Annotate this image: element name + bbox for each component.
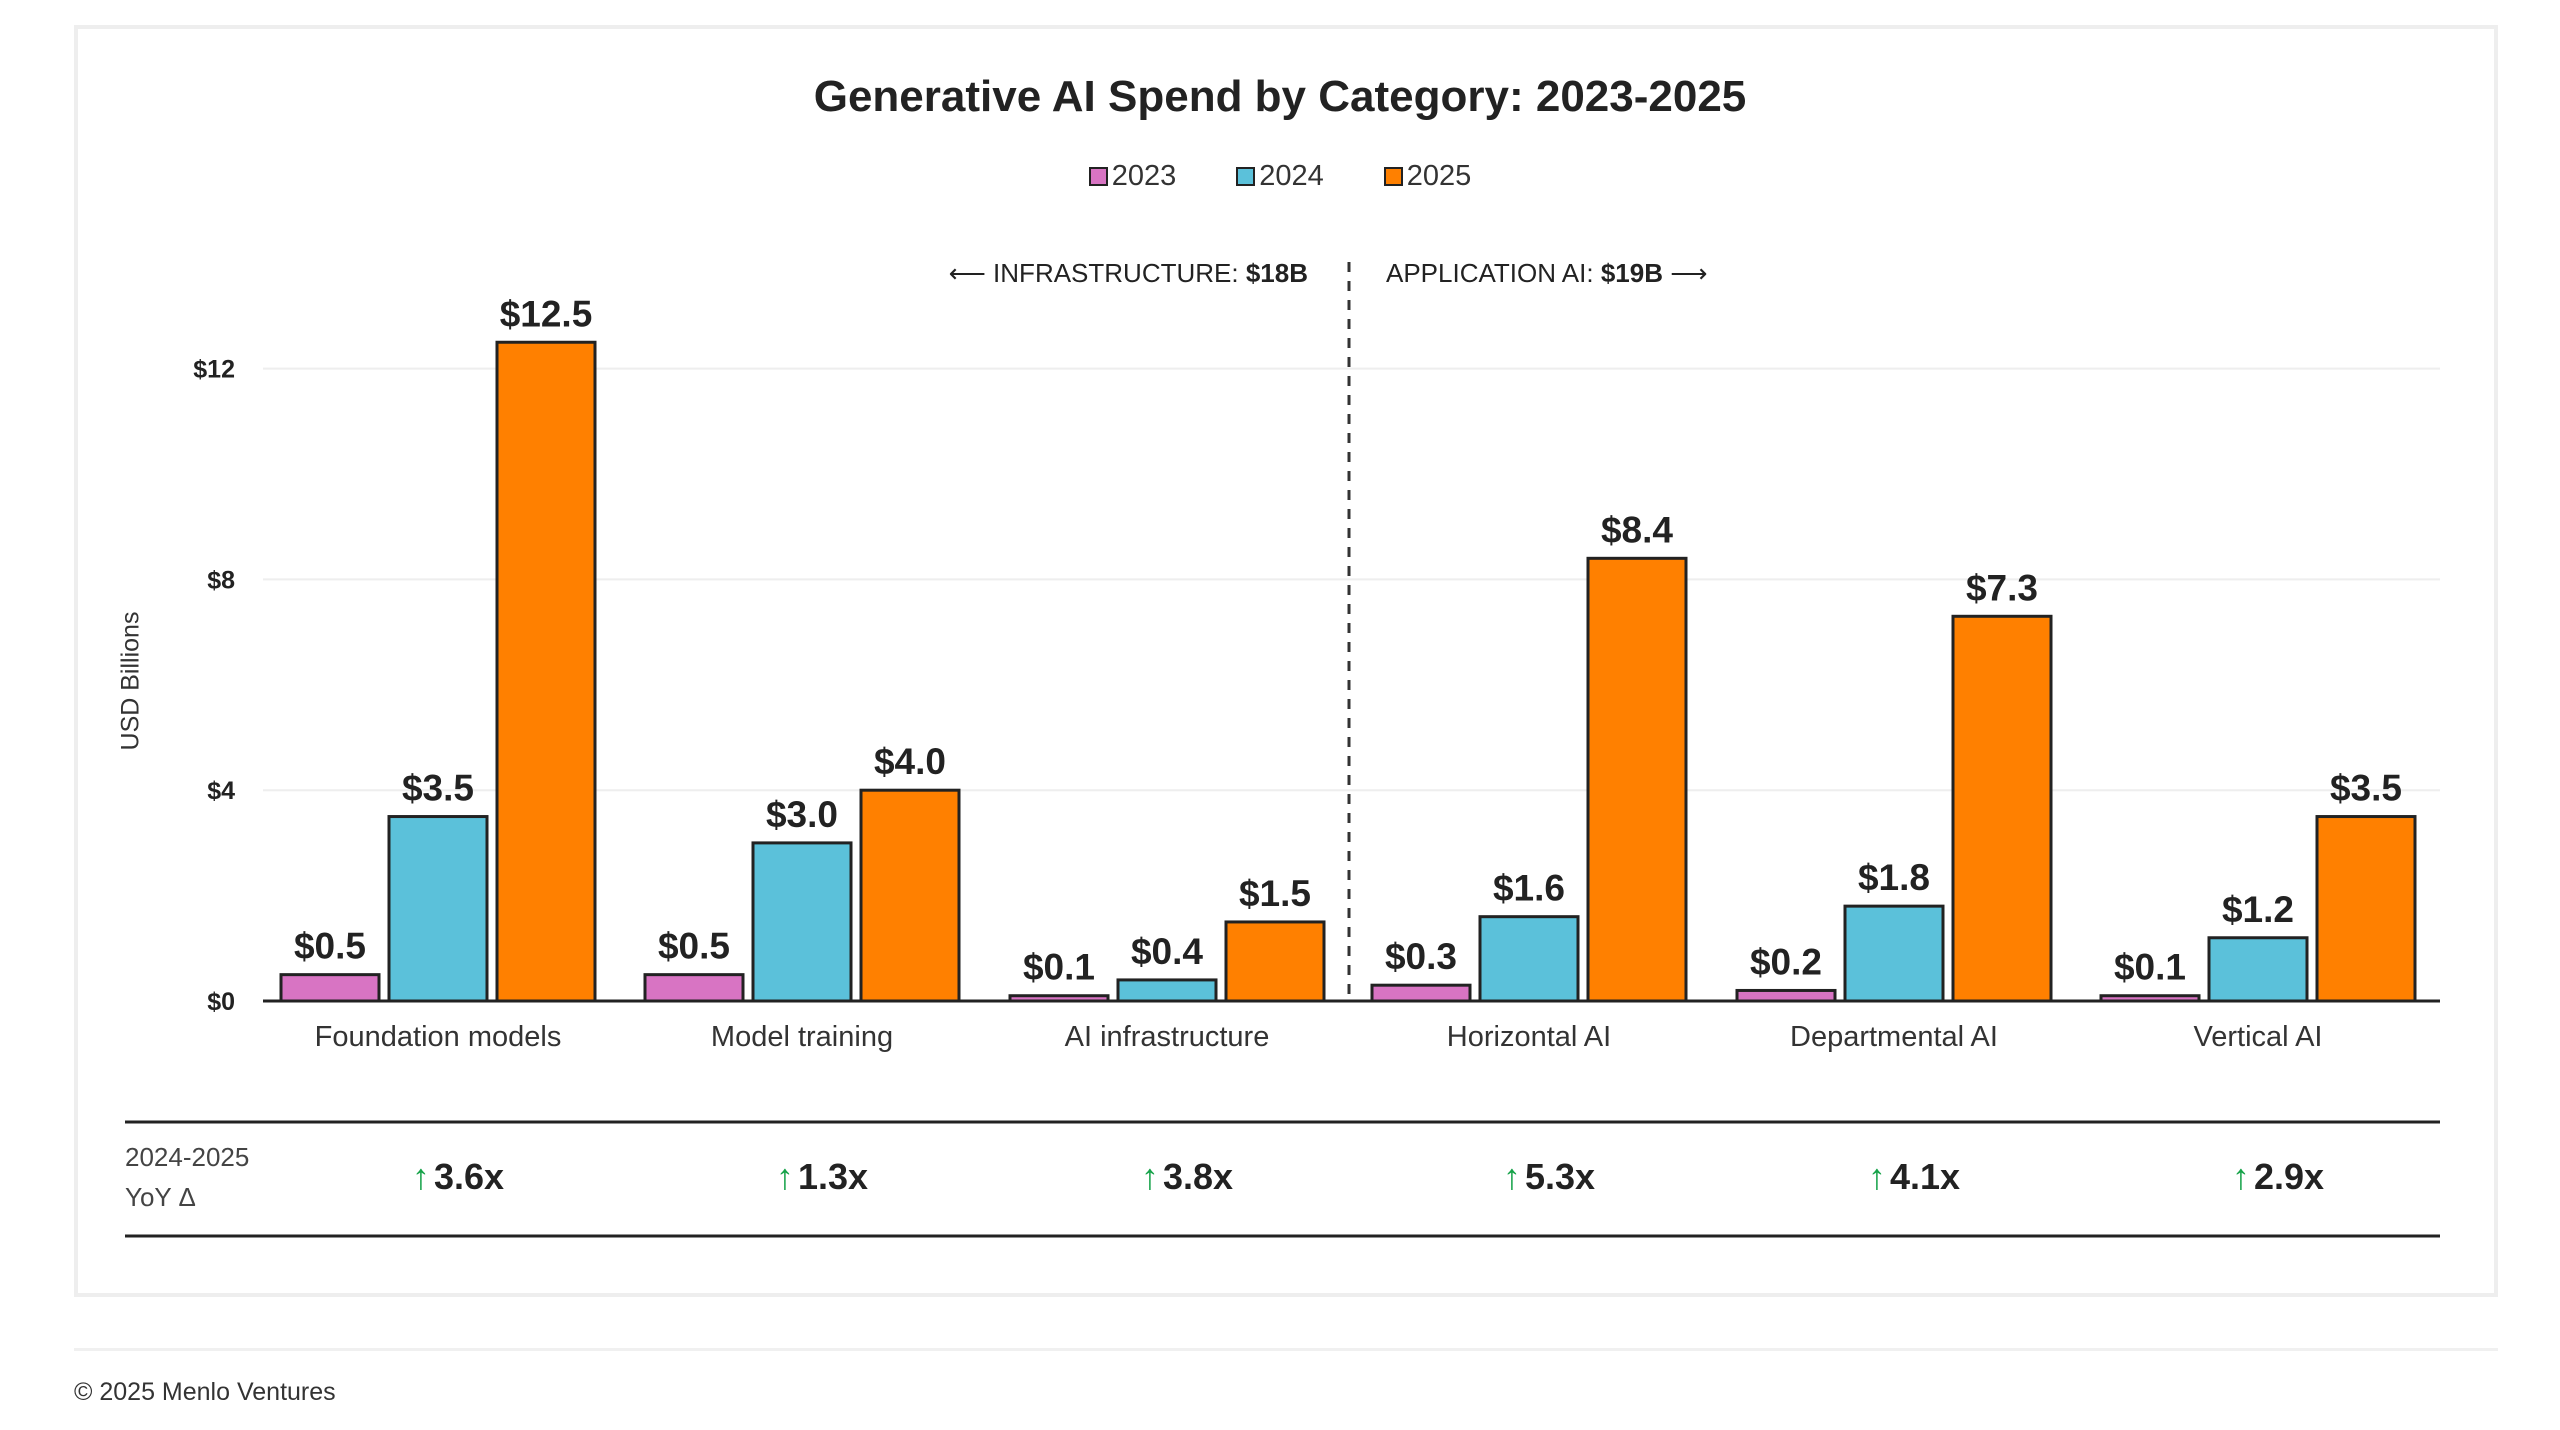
bar-2025 [2315, 815, 2417, 1003]
data-label: $4.0 [874, 741, 946, 782]
up-arrow-icon: ↑ [411, 1156, 430, 1197]
x-tick-label: Departmental AI [1790, 1021, 1998, 1053]
data-label: $1.6 [1493, 868, 1565, 909]
data-label: $12.5 [500, 293, 593, 334]
legend-label: 2024 [1259, 160, 1324, 192]
yoy-multiplier: ↑ 4.1x [1868, 1156, 1960, 1198]
up-arrow-icon: ↑ [1502, 1156, 1521, 1197]
yoy-value: 5.3x [1524, 1156, 1596, 1197]
yoy-label-line1: 2024-2025 [125, 1142, 250, 1172]
up-arrow-icon: ↑ [1140, 1156, 1159, 1197]
up-arrow-icon: ↑ [775, 1156, 794, 1197]
data-label: $1.5 [1239, 873, 1311, 914]
x-tick-label: Foundation models [315, 1021, 562, 1053]
annotation-text: APPLICATION AI: [1386, 258, 1601, 288]
bar-2024 [1843, 904, 1945, 1003]
data-label: $0.2 [1750, 941, 1822, 982]
yoy-value: 3.6x [433, 1156, 505, 1197]
x-tick-label: Model training [711, 1021, 893, 1053]
annotation-value: $18B [1245, 258, 1308, 288]
data-label: $0.1 [1023, 947, 1095, 988]
up-arrow-icon: ↑ [2231, 1156, 2250, 1197]
infrastructure-annotation: ⟵ INFRASTRUCTURE: $18B [949, 258, 1308, 289]
footer-divider [74, 1348, 2498, 1351]
bar-2023 [1735, 988, 1837, 1003]
bar-2025 [495, 340, 597, 1003]
yoy-multiplier: ↑ 3.8x [1141, 1156, 1233, 1198]
legend-swatch [1236, 167, 1256, 186]
yoy-value: 2.9x [2253, 1156, 2325, 1197]
data-label: $8.4 [1601, 509, 1673, 550]
yoy-multiplier: ↑ 5.3x [1503, 1156, 1595, 1198]
x-tick-label: Vertical AI [2194, 1021, 2323, 1053]
legend: 2023 2024 2025 [0, 160, 2560, 193]
legend-item-2025: 2025 [1383, 160, 1472, 193]
data-label: $7.3 [1966, 567, 2038, 608]
application-annotation: APPLICATION AI: $19B ⟶ [1386, 258, 1707, 289]
data-label: $0.3 [1385, 936, 1457, 977]
y-tick-label: $8 [207, 566, 235, 594]
data-label: $3.0 [766, 794, 838, 835]
legend-item-2023: 2023 [1088, 160, 1177, 193]
bar-2024 [1116, 978, 1218, 1003]
bar-2024 [751, 841, 853, 1003]
yoy-multiplier: ↑ 1.3x [776, 1156, 868, 1198]
legend-swatch [1088, 167, 1108, 186]
yoy-value: 1.3x [797, 1156, 869, 1197]
bar-2024 [1478, 915, 1580, 1003]
y-tick-label: $0 [207, 988, 235, 1016]
legend-item-2024: 2024 [1236, 160, 1324, 193]
legend-label: 2023 [1111, 160, 1177, 192]
bar-2023 [279, 973, 381, 1003]
data-label: $1.2 [2222, 889, 2294, 930]
annotation-text: ⟵ INFRASTRUCTURE: [948, 258, 1246, 288]
yoy-value: 3.8x [1162, 1156, 1234, 1197]
data-label: $0.5 [294, 926, 366, 967]
bar-2023 [1370, 983, 1472, 1003]
data-label: $3.5 [402, 768, 474, 809]
yoy-multiplier: ↑ 2.9x [2232, 1156, 2324, 1198]
data-label: $1.8 [1858, 857, 1930, 898]
data-label: $3.5 [2330, 768, 2402, 809]
bar-2024 [387, 815, 489, 1003]
data-label: $0.4 [1131, 931, 1203, 972]
chart-title: Generative AI Spend by Category: 2023-20… [813, 72, 1747, 121]
annotation-value: $19B [1600, 258, 1663, 288]
up-arrow-icon: ↑ [1867, 1156, 1886, 1197]
copyright: © 2025 Menlo Ventures [74, 1378, 336, 1406]
bar-2025 [859, 788, 961, 1003]
bar-2025 [1224, 920, 1326, 1003]
bar-2025 [1951, 614, 2053, 1003]
x-tick-label: AI infrastructure [1065, 1021, 1270, 1053]
data-label: $0.1 [2114, 947, 2186, 988]
x-tick-label: Horizontal AI [1447, 1021, 1611, 1053]
bar-2024 [2207, 936, 2309, 1003]
bar-2023 [643, 973, 745, 1003]
y-tick-label: $12 [193, 356, 235, 384]
yoy-value: 4.1x [1889, 1156, 1961, 1197]
annotation-arrow: ⟶ [1662, 258, 1708, 288]
y-tick-label: $4 [207, 777, 235, 805]
legend-swatch [1383, 167, 1403, 186]
bar-2025 [1586, 556, 1688, 1003]
yoy-label-line2: YoY Δ [125, 1182, 196, 1212]
legend-label: 2025 [1406, 160, 1472, 192]
data-label: $0.5 [658, 926, 730, 967]
chart-card [74, 25, 2498, 1297]
yoy-multiplier: ↑ 3.6x [412, 1156, 504, 1198]
